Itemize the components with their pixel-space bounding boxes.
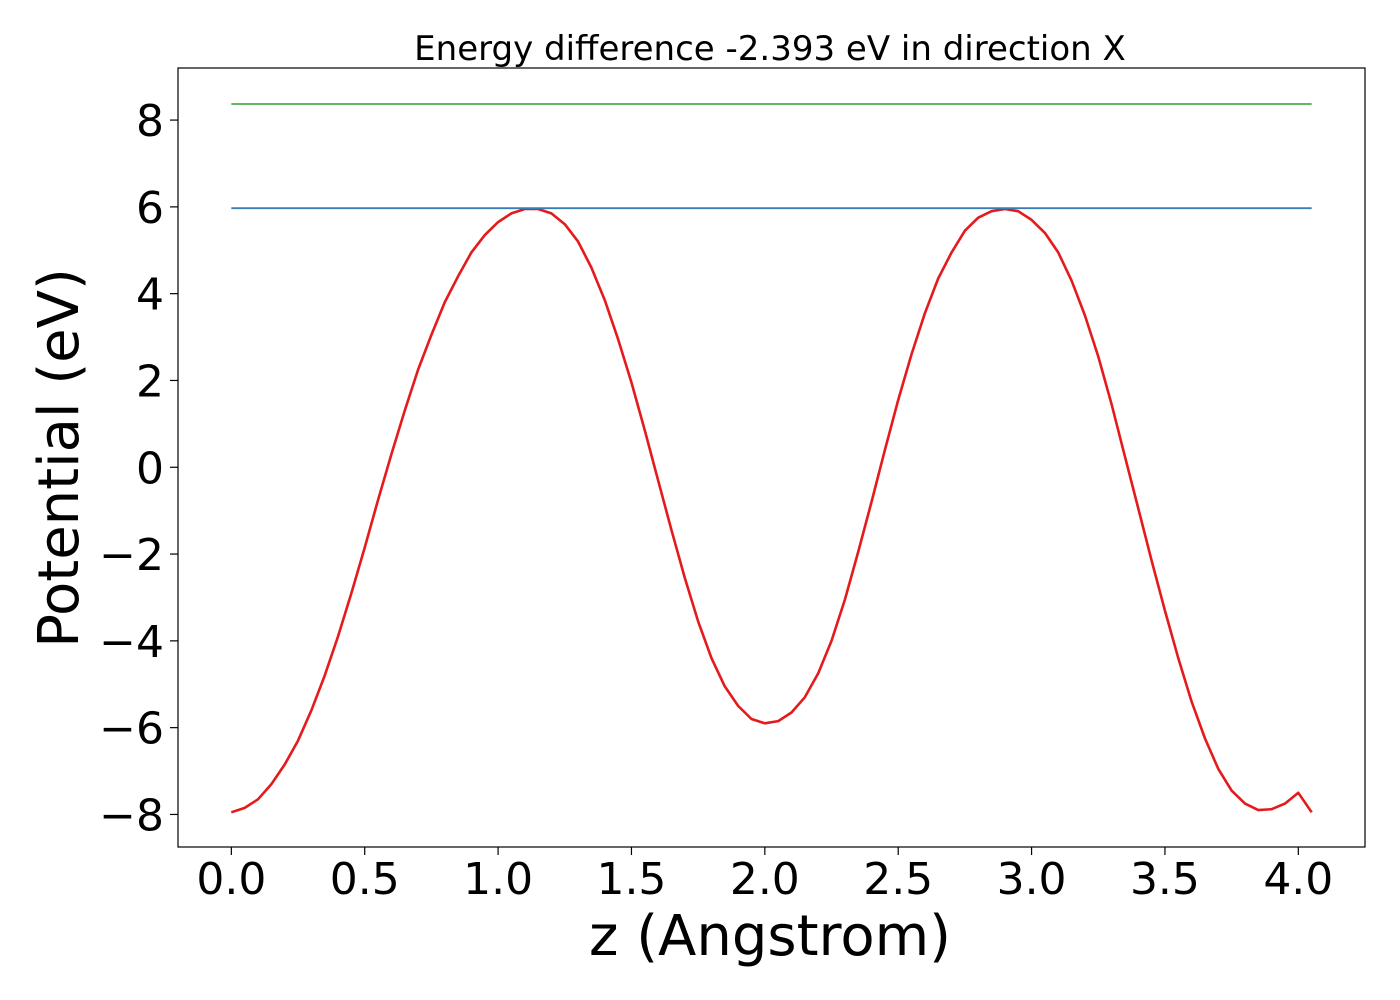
- y-tick-label: −8: [99, 790, 164, 841]
- y-tick-label: 2: [136, 356, 164, 407]
- x-tick-label: 1.0: [463, 854, 533, 905]
- x-tick-label: 3.0: [997, 854, 1067, 905]
- chart-title: Energy difference -2.393 eV in direction…: [414, 29, 1126, 69]
- x-tick-label: 0.0: [196, 854, 266, 905]
- x-axis-label: z (Angstrom): [589, 904, 951, 969]
- x-tick-label: 0.5: [330, 854, 400, 905]
- y-axis-label: Potential (eV): [27, 268, 92, 648]
- x-tick-label: 3.5: [1130, 854, 1200, 905]
- y-tick-label: 4: [136, 270, 164, 321]
- y-tick-label: 6: [136, 183, 164, 234]
- x-tick-label: 2.0: [730, 854, 800, 905]
- y-tick-label: −6: [99, 704, 164, 755]
- y-axis-ticks: −8 −6 −4 −2 0 2 4 6 8: [99, 96, 178, 841]
- y-tick-label: 0: [136, 443, 164, 494]
- x-tick-label: 1.5: [596, 854, 666, 905]
- series-line-0: [230, 207, 1313, 814]
- plot-frame: [177, 67, 1366, 848]
- x-tick-label: 2.5: [863, 854, 933, 905]
- x-tick-label: 4.0: [1263, 854, 1333, 905]
- y-tick-label: −2: [99, 530, 164, 581]
- y-tick-label: 8: [136, 96, 164, 147]
- y-tick-label: −4: [99, 617, 164, 668]
- x-axis-ticks: 0.0 0.5 1.0 1.5 2.0 2.5 3.0 3.5 4.0: [196, 847, 1333, 905]
- series-layer: [230, 103, 1313, 814]
